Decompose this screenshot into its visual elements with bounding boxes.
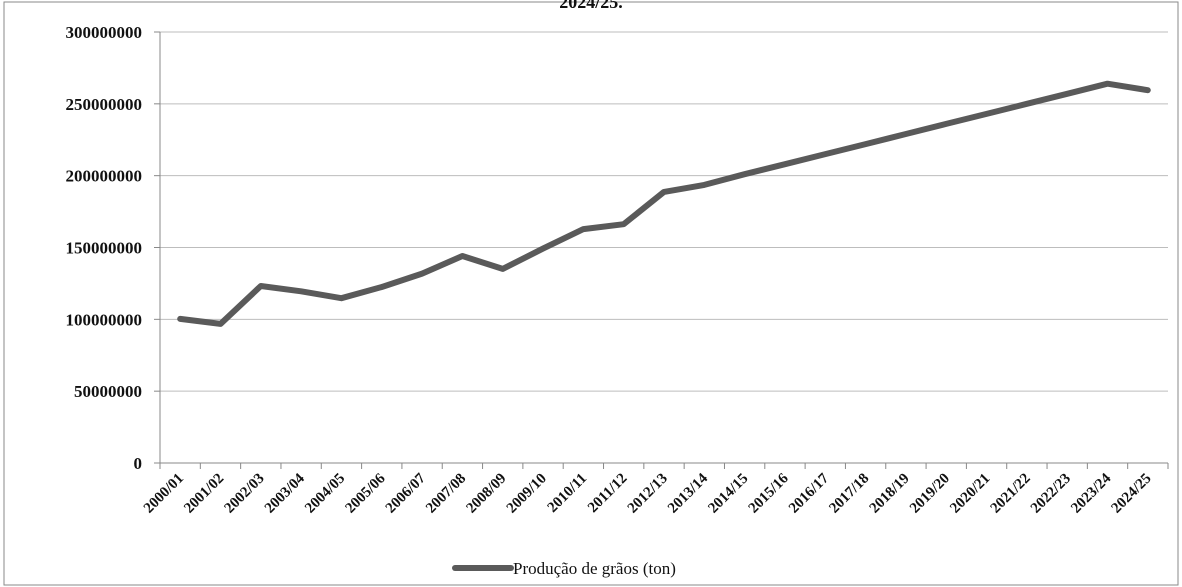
data-point bbox=[461, 255, 463, 257]
data-point bbox=[703, 184, 705, 186]
data-point bbox=[905, 133, 907, 135]
data-point bbox=[260, 285, 262, 287]
data-point bbox=[744, 173, 746, 175]
y-tick-label: 200000000 bbox=[66, 167, 143, 186]
data-point bbox=[945, 123, 947, 125]
y-tick-label: 50000000 bbox=[74, 382, 142, 401]
data-point bbox=[623, 223, 625, 225]
data-point bbox=[663, 191, 665, 193]
data-point bbox=[502, 268, 504, 270]
data-point bbox=[542, 248, 544, 250]
y-tick-label: 150000000 bbox=[66, 239, 143, 258]
data-point bbox=[1147, 89, 1149, 91]
chart-frame bbox=[3, 1, 1179, 586]
legend-label: Produção de grãos (ton) bbox=[513, 559, 676, 578]
data-point bbox=[340, 297, 342, 299]
data-point bbox=[219, 323, 221, 325]
data-point bbox=[421, 273, 423, 275]
chart-title: 2024/25. bbox=[559, 0, 623, 12]
legend: Produção de grãos (ton) bbox=[452, 559, 676, 578]
gridlines bbox=[160, 31, 1168, 392]
data-point bbox=[381, 286, 383, 288]
data-point bbox=[1107, 83, 1109, 85]
data-point bbox=[1066, 93, 1068, 95]
y-axis-ticks: 0 50000000 100000000 150000000 200000000 2500… bbox=[66, 23, 160, 473]
data-point bbox=[865, 143, 867, 145]
y-tick-label: 300000000 bbox=[66, 23, 143, 42]
y-tick-label: 250000000 bbox=[66, 95, 143, 114]
data-point bbox=[179, 318, 181, 320]
y-tick-label: 100000000 bbox=[66, 310, 143, 329]
data-point bbox=[986, 113, 988, 115]
series-lines bbox=[177, 80, 1151, 327]
data-point bbox=[1026, 103, 1028, 105]
y-tick-label: 0 bbox=[134, 454, 143, 473]
data-point bbox=[300, 290, 302, 292]
data-point bbox=[582, 228, 584, 230]
data-point bbox=[784, 163, 786, 165]
data-point bbox=[824, 153, 826, 155]
